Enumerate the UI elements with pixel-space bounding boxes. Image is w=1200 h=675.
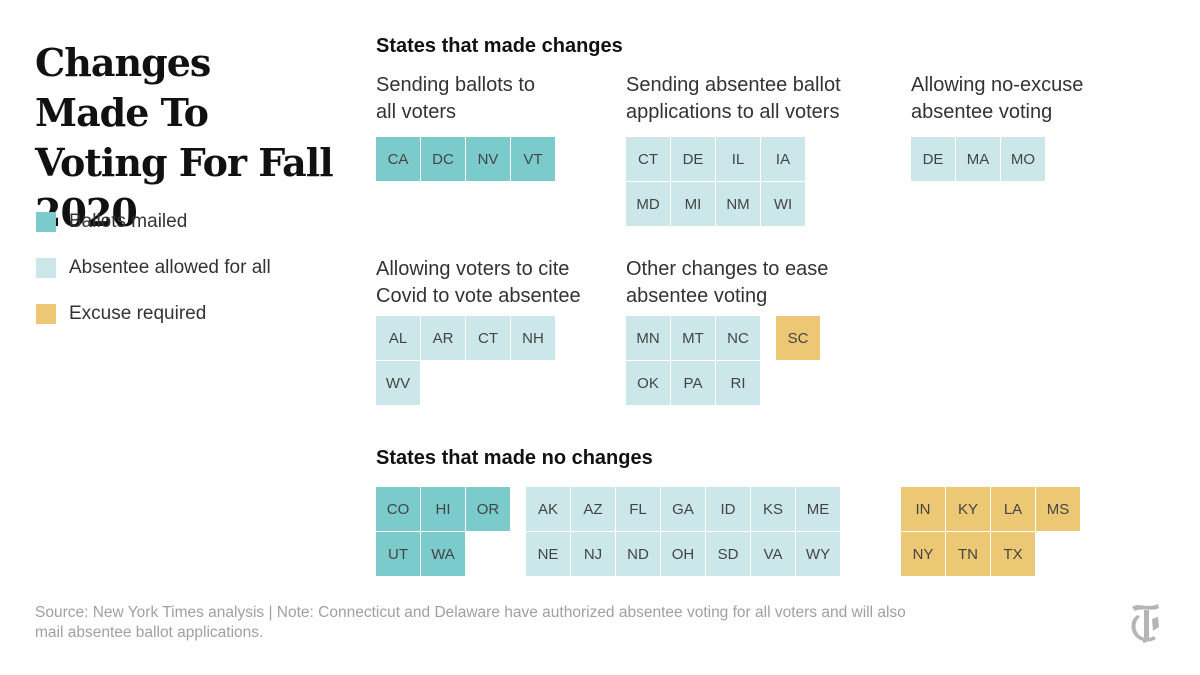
state-cell-ga: GA (661, 487, 705, 531)
state-cell-sd: SD (706, 532, 750, 576)
state-cell-wa: WA (421, 532, 465, 576)
source-note: Source: New York Times analysis | Note: … (35, 604, 906, 641)
legend-label: Ballots mailed (69, 211, 188, 232)
state-cell-ks: KS (751, 487, 795, 531)
state-cell-ms: MS (1036, 487, 1080, 531)
state-grid-no-excuse: DE MA MO (911, 137, 1045, 181)
state-cell-ma: MA (956, 137, 1000, 181)
state-cell-ut: UT (376, 532, 420, 576)
state-cell-tn: TN (946, 532, 990, 576)
state-cell-ky: KY (946, 487, 990, 531)
state-grid-no-change-absentee: AK AZ FL GA ID KS ME NE NJ ND OH SD VA WY (526, 487, 840, 576)
state-cell-az: AZ (571, 487, 615, 531)
section-heading-changes: States that made changes (376, 35, 623, 57)
legend-swatch-absentee (36, 258, 56, 278)
state-cell-ak: AK (526, 487, 570, 531)
state-cell-mo: MO (1001, 137, 1045, 181)
state-cell-dc: DC (421, 137, 465, 181)
state-cell-ar: AR (421, 316, 465, 360)
state-cell-fl: FL (616, 487, 660, 531)
state-grid-covid: AL AR CT NH WV (376, 316, 555, 405)
legend-item-excuse: Excuse required (36, 303, 207, 324)
state-cell-la: LA (991, 487, 1035, 531)
state-cell-ca: CA (376, 137, 420, 181)
state-cell-tx: TX (991, 532, 1035, 576)
state-cell-nh: NH (511, 316, 555, 360)
state-cell-mn: MN (626, 316, 670, 360)
state-cell-ne: NE (526, 532, 570, 576)
state-cell-ri: RI (716, 361, 760, 405)
state-cell-nv: NV (466, 137, 510, 181)
state-cell-nm: NM (716, 182, 760, 226)
category-label-covid: Allowing voters to cite Covid to vote ab… (376, 258, 581, 307)
state-cell-wi: WI (761, 182, 805, 226)
legend-swatch-mailed (36, 212, 56, 232)
state-grid-other-excuse: SC (776, 316, 820, 360)
state-cell-ok: OK (626, 361, 670, 405)
state-cell-vt: VT (511, 137, 555, 181)
state-grid-ballots: CA DC NV VT (376, 137, 555, 181)
state-grid-no-change-mailed: CO HI OR UT WA (376, 487, 510, 576)
legend-item-absentee: Absentee allowed for all (36, 257, 271, 278)
state-cell-nd: ND (616, 532, 660, 576)
state-grid-applications: CT DE IL IA MD MI NM WI (626, 137, 805, 226)
legend-item-ballots-mailed: Ballots mailed (36, 211, 188, 232)
state-cell-sc: SC (776, 316, 820, 360)
state-grid-other: MN MT NC OK PA RI (626, 316, 760, 405)
state-cell-ia: IA (761, 137, 805, 181)
state-cell-mi: MI (671, 182, 715, 226)
state-cell-in: IN (901, 487, 945, 531)
state-cell-wv: WV (376, 361, 420, 405)
state-cell-al: AL (376, 316, 420, 360)
state-cell-pa: PA (671, 361, 715, 405)
state-cell-or: OR (466, 487, 510, 531)
state-grid-no-change-excuse: IN KY LA MS NY TN TX (901, 487, 1080, 576)
legend-label: Excuse required (69, 303, 207, 324)
page-title: Changes Made To Voting For Fall 2020 (35, 40, 334, 235)
state-cell-wy: WY (796, 532, 840, 576)
state-cell-co: CO (376, 487, 420, 531)
state-cell-mt: MT (671, 316, 715, 360)
category-label-other: Other changes to ease absentee voting (626, 258, 829, 307)
state-cell-hi: HI (421, 487, 465, 531)
legend-label: Absentee allowed for all (69, 257, 271, 278)
category-label-no-excuse: Allowing no-excuse absentee voting (911, 74, 1084, 123)
state-cell-il: IL (716, 137, 760, 181)
state-cell-id: ID (706, 487, 750, 531)
state-cell-de: DE (911, 137, 955, 181)
state-cell-va: VA (751, 532, 795, 576)
state-cell-ct: CT (466, 316, 510, 360)
state-cell-oh: OH (661, 532, 705, 576)
state-cell-nj: NJ (571, 532, 615, 576)
state-cell-ny: NY (901, 532, 945, 576)
state-cell-ct: CT (626, 137, 670, 181)
legend-swatch-excuse (36, 304, 56, 324)
state-cell-de: DE (671, 137, 715, 181)
state-cell-nc: NC (716, 316, 760, 360)
category-label-ballots: Sending ballots to all voters (376, 74, 536, 123)
state-cell-md: MD (626, 182, 670, 226)
state-cell-me: ME (796, 487, 840, 531)
section-heading-no-changes: States that made no changes (376, 447, 653, 469)
category-label-applications: Sending absentee ballot applications to … (626, 74, 841, 123)
nyt-logo-icon (1131, 604, 1159, 643)
